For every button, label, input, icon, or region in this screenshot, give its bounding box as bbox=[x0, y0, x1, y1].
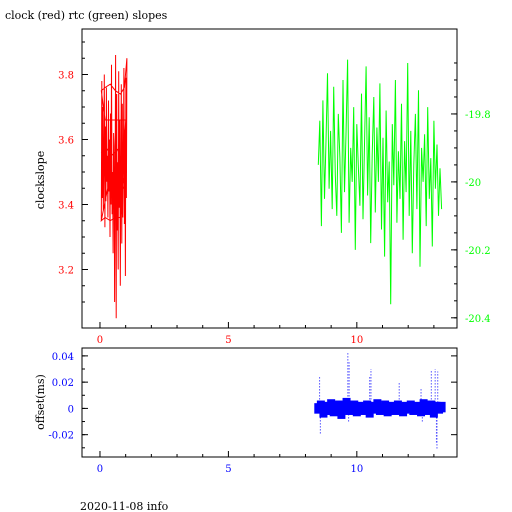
offset-point bbox=[324, 404, 333, 415]
top-xtick-label: 10 bbox=[350, 335, 363, 346]
top-axes: 0 5 10 3.2 3.4 3.6 3.8 -19.8 -20 -20.2 -20.4 bbox=[58, 41, 491, 346]
chart-title: clock (red) rtc (green) slopes bbox=[5, 9, 168, 22]
bottom-ylabel: offset(ms) bbox=[34, 374, 47, 430]
offset-point bbox=[342, 397, 351, 409]
offset-point bbox=[437, 401, 446, 413]
offset-point bbox=[316, 400, 325, 412]
bottom-xtick-label: 10 bbox=[350, 464, 363, 475]
bottom-plot-frame bbox=[81, 347, 458, 458]
offset-point bbox=[417, 405, 426, 417]
footer-date: 2020-11-08 info bbox=[80, 500, 169, 512]
offset-point bbox=[427, 400, 436, 412]
bottom-xtick-label: 5 bbox=[225, 464, 231, 475]
top-xtick-label: 0 bbox=[97, 335, 103, 346]
bottom-ytick-label: 0 bbox=[68, 404, 74, 415]
rtc-series-line bbox=[317, 59, 443, 305]
top-series bbox=[100, 54, 443, 319]
top-y2tick-label: -20.4 bbox=[465, 314, 491, 325]
bottom-xtick-label: 0 bbox=[97, 464, 103, 475]
top-ytick-label: 3.4 bbox=[58, 201, 74, 212]
bottom-series bbox=[314, 353, 446, 451]
top-plot-frame bbox=[81, 28, 458, 329]
top-y2tick-label: -20 bbox=[465, 178, 481, 189]
top-ylabel: clockslope bbox=[34, 151, 47, 209]
bottom-ytick-label: 0.02 bbox=[52, 378, 74, 389]
top-y2tick-label: -19.8 bbox=[465, 110, 491, 121]
offset-point bbox=[337, 408, 346, 419]
top-ytick-label: 3.2 bbox=[58, 266, 74, 277]
clock-series-line bbox=[100, 54, 128, 319]
bottom-ytick-label: -0.02 bbox=[48, 431, 74, 442]
top-xtick-label: 5 bbox=[225, 335, 231, 346]
offset-point bbox=[373, 399, 382, 410]
offset-point bbox=[334, 400, 343, 412]
top-y2tick-label: -20.2 bbox=[465, 246, 491, 257]
offset-point bbox=[327, 399, 336, 410]
top-ytick-label: 3.6 bbox=[58, 136, 74, 147]
bottom-ytick-label: 0.04 bbox=[52, 352, 74, 363]
offset-point bbox=[363, 400, 372, 412]
top-ytick-label: 3.8 bbox=[58, 71, 74, 82]
bottom-axes: 0 5 10 0.04 0.02 0 -0.02 bbox=[48, 352, 457, 475]
